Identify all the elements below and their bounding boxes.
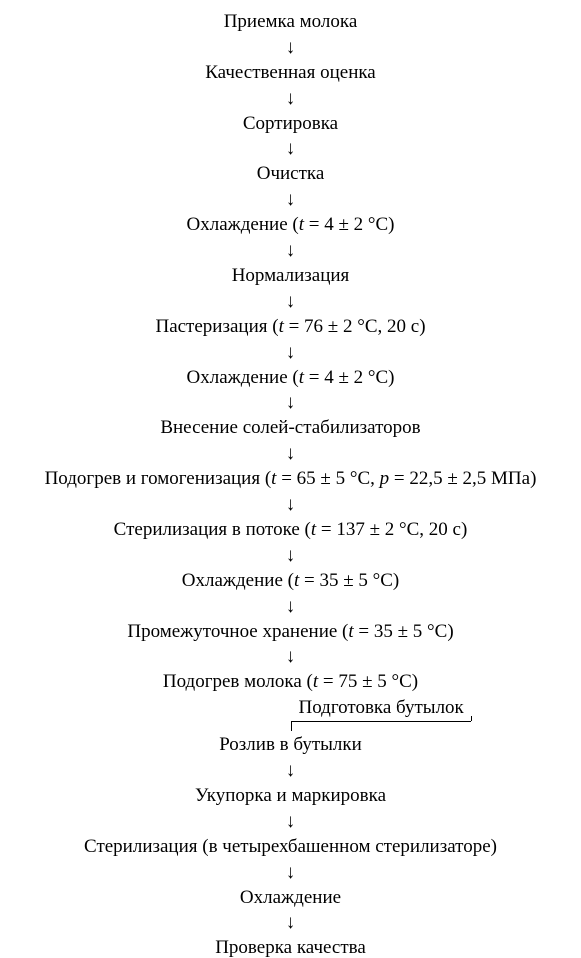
flow-arrow-6: ↓ — [286, 342, 296, 364]
flow-step-15: Укупорка и маркировка — [195, 782, 386, 811]
flow-step-8: Внесение солей-стабилизаторов — [160, 414, 420, 443]
branch-input: Подготовка бутылок — [0, 697, 581, 731]
flow-arrow-4: ↓ — [286, 240, 296, 262]
flow-arrow-8: ↓ — [286, 443, 296, 465]
branch-connector — [291, 721, 471, 727]
flow-arrow-3: ↓ — [286, 189, 296, 211]
flow-step-11: Охлаждение (t = 35 ± 5 °С) — [182, 567, 400, 596]
flow-arrow-11: ↓ — [286, 596, 296, 618]
flow-step-7: Охлаждение (t = 4 ± 2 °С) — [187, 364, 395, 393]
flow-arrow-9: ↓ — [286, 494, 296, 516]
branch-label: Подготовка бутылок — [299, 697, 464, 720]
flow-step-2: Сортировка — [243, 110, 338, 139]
flow-arrow-15: ↓ — [286, 811, 296, 833]
flow-step-3: Очистка — [257, 160, 325, 189]
flow-arrow-10: ↓ — [286, 545, 296, 567]
flow-arrow-16: ↓ — [286, 862, 296, 884]
flow-step-6: Пастеризация (t = 76 ± 2 °С, 20 с) — [155, 313, 425, 342]
flow-step-16: Стерилизация (в четырехбашенном стерилиз… — [84, 833, 497, 862]
flow-arrow-14: ↓ — [286, 760, 296, 782]
flow-arrow-5: ↓ — [286, 291, 296, 313]
flow-step-9: Подогрев и гомогенизация (t = 65 ± 5 °С,… — [45, 465, 537, 494]
flow-arrow-7: ↓ — [286, 392, 296, 414]
flow-arrow-2: ↓ — [286, 138, 296, 160]
flow-step-14: Розлив в бутылки — [219, 731, 362, 760]
flow-step-0: Приемка молока — [224, 8, 358, 37]
flow-step-1: Качественная оценка — [205, 59, 376, 88]
flow-step-5: Нормализация — [232, 262, 350, 291]
flow-arrow-12: ↓ — [286, 646, 296, 668]
flow-arrow-1: ↓ — [286, 88, 296, 110]
flow-step-4: Охлаждение (t = 4 ± 2 °С) — [187, 211, 395, 240]
flow-arrow-0: ↓ — [286, 37, 296, 59]
flowchart-container: Приемка молока↓Качественная оценка↓Сорти… — [0, 0, 581, 958]
flow-step-12: Промежуточное хранение (t = 35 ± 5 °С) — [127, 618, 453, 647]
flow-step-18: Проверка качества — [215, 934, 366, 958]
flow-step-13: Подогрев молока (t = 75 ± 5 °С) — [163, 668, 418, 697]
flow-step-17: Охлаждение — [240, 884, 341, 913]
flow-arrow-17: ↓ — [286, 912, 296, 934]
flow-step-10: Стерилизация в потоке (t = 137 ± 2 °С, 2… — [114, 516, 468, 545]
